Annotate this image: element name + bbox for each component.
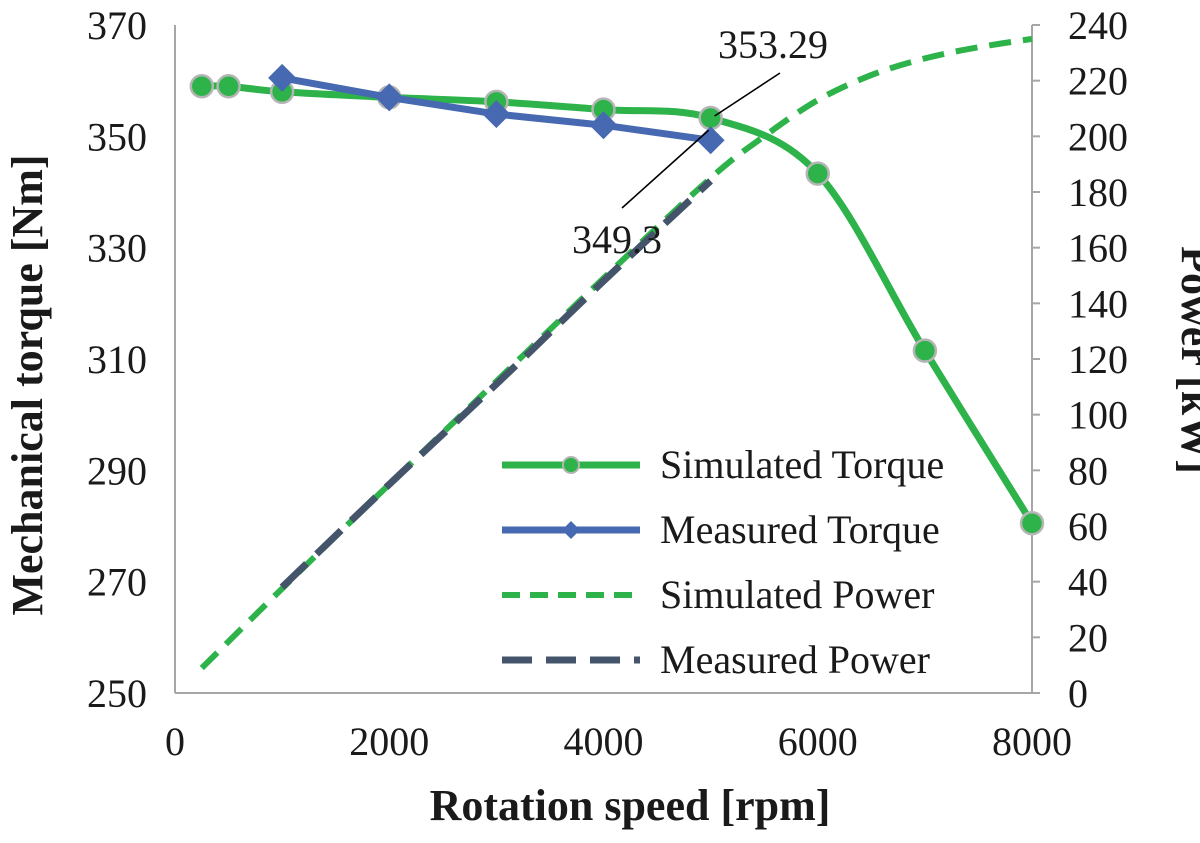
legend: Simulated Torque Measured Torque Simulated… bbox=[502, 442, 944, 682]
y-tick-label: 350 bbox=[87, 114, 147, 159]
annotation-layer: 353.29 349.3 bbox=[572, 22, 828, 262]
measured-power-line bbox=[279, 178, 713, 590]
y-tick-label: 250 bbox=[87, 671, 147, 716]
y2-tick-label: 20 bbox=[1068, 615, 1108, 660]
axes-layer: 0 2000 4000 6000 8000 250 270 290 310 330 350 370 0 2… bbox=[87, 3, 1128, 764]
y2-tick-label: 0 bbox=[1068, 671, 1088, 716]
simulated-torque-point bbox=[698, 105, 723, 131]
simulated-torque-point bbox=[805, 161, 830, 186]
annotation-label: 353.29 bbox=[718, 22, 828, 67]
simulated-torque-point bbox=[189, 73, 215, 99]
y-axis-title: Mechanical torque [Nm] bbox=[3, 154, 52, 615]
y2-tick-label: 60 bbox=[1068, 504, 1108, 549]
x-tick-label: 0 bbox=[165, 719, 185, 764]
series-layer bbox=[189, 35, 1045, 671]
y-tick-label: 330 bbox=[87, 226, 147, 271]
y2-tick-label: 80 bbox=[1068, 448, 1108, 493]
y2-tick-label: 160 bbox=[1068, 226, 1128, 271]
y2-tick-label: 200 bbox=[1068, 114, 1128, 159]
simulated-torque-point bbox=[912, 338, 938, 363]
y-tick-label: 310 bbox=[87, 337, 147, 382]
measured-torque-point bbox=[482, 100, 511, 129]
measured-torque-point bbox=[696, 126, 725, 155]
y-tick-label: 370 bbox=[87, 3, 147, 48]
x-tick-label: 8000 bbox=[992, 719, 1072, 764]
annotation-label: 349.3 bbox=[572, 217, 662, 262]
x-tick-label: 6000 bbox=[778, 719, 858, 764]
annotation-leader-line bbox=[621, 129, 710, 209]
x-tick-label: 4000 bbox=[564, 719, 644, 764]
simulated-torque-point bbox=[1019, 510, 1045, 536]
y2-tick-label: 220 bbox=[1068, 59, 1128, 104]
annotation-leader-line bbox=[714, 72, 781, 117]
y-tick-label: 270 bbox=[87, 560, 147, 605]
y2-tick-label: 40 bbox=[1068, 560, 1108, 605]
x-tick-label: 2000 bbox=[349, 719, 429, 764]
x-axis-title: Rotation speed [rpm] bbox=[430, 781, 831, 830]
y2-tick-label: 140 bbox=[1068, 281, 1128, 326]
measured-torque-point bbox=[375, 83, 404, 112]
y2-tick-label: 120 bbox=[1068, 337, 1128, 382]
legend-label: Simulated Power bbox=[660, 572, 934, 617]
y2-tick-label: 180 bbox=[1068, 170, 1128, 215]
y-tick-label: 290 bbox=[87, 448, 147, 493]
legend-label: Simulated Torque bbox=[660, 442, 944, 487]
legend-label: Measured Power bbox=[660, 637, 930, 682]
simulated-torque-point bbox=[216, 73, 241, 99]
measured-torque-point bbox=[589, 111, 618, 140]
measured-torque-point bbox=[268, 63, 297, 92]
y2-tick-label: 240 bbox=[1068, 3, 1128, 48]
legend-label: Measured Torque bbox=[660, 507, 940, 552]
legend-marker-measured-torque bbox=[562, 521, 580, 539]
y2-axis-title: Power [kW] bbox=[1172, 246, 1200, 474]
legend-marker-simulated-torque bbox=[562, 456, 580, 474]
y2-tick-label: 100 bbox=[1068, 393, 1128, 438]
